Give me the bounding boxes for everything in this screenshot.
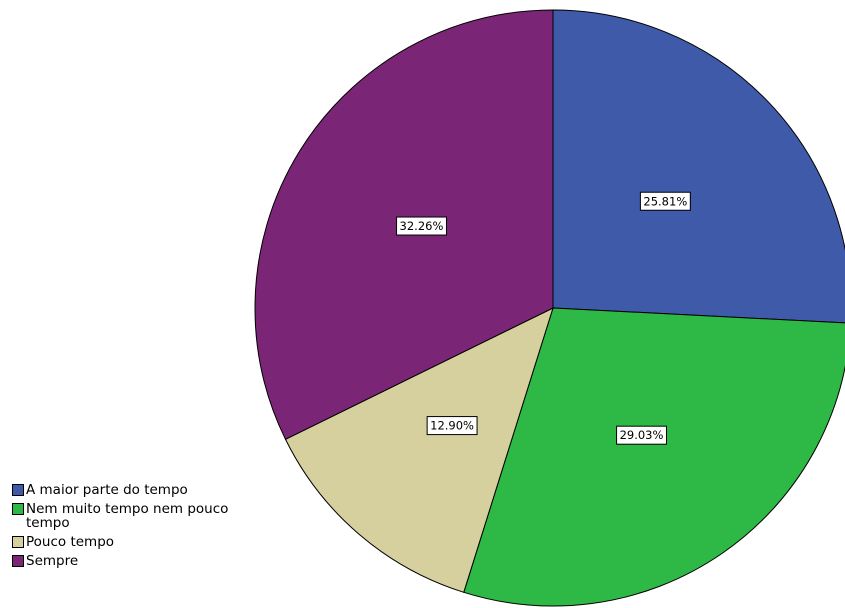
slice-data-label: 32.26% (396, 216, 447, 236)
legend-swatch (12, 503, 24, 515)
pie-slice (284, 307, 554, 593)
legend-label: A maior parte do tempo (26, 482, 188, 498)
slice-percent-text: 29.03% (620, 428, 664, 442)
pie-slice (552, 9, 845, 324)
legend-item: Pouco tempo (12, 535, 282, 549)
pie-data-labels: 25.81% 29.03% 12.90% 32.26% (396, 191, 691, 445)
legend: A maior parte do tempo Nem muito tempo n… (12, 483, 282, 573)
legend-swatch (12, 484, 24, 496)
legend-swatch (12, 536, 24, 548)
slice-data-label: 29.03% (616, 425, 667, 445)
slice-label-box (639, 191, 691, 211)
slice-label-box (616, 425, 667, 445)
legend-swatch (12, 555, 24, 567)
legend-label: Nem muito tempo nem pouco tempo (26, 501, 229, 531)
legend-item: Sempre (12, 554, 282, 568)
pie-slices (254, 9, 845, 607)
legend-item: A maior parte do tempo (12, 483, 282, 497)
slice-label-box (396, 216, 447, 236)
slice-percent-text: 12.90% (430, 419, 474, 433)
legend-label: Pouco tempo (26, 534, 115, 550)
legend-label: Sempre (26, 553, 79, 569)
slice-percent-text: 25.81% (643, 194, 687, 208)
slice-data-label: 25.81% (639, 191, 691, 211)
slice-percent-text: 32.26% (400, 219, 444, 233)
legend-item: Nem muito tempo nem pouco tempo (12, 502, 282, 530)
pie-slice (463, 307, 845, 607)
slice-data-label: 12.90% (426, 416, 478, 436)
slice-label-box (426, 416, 478, 436)
